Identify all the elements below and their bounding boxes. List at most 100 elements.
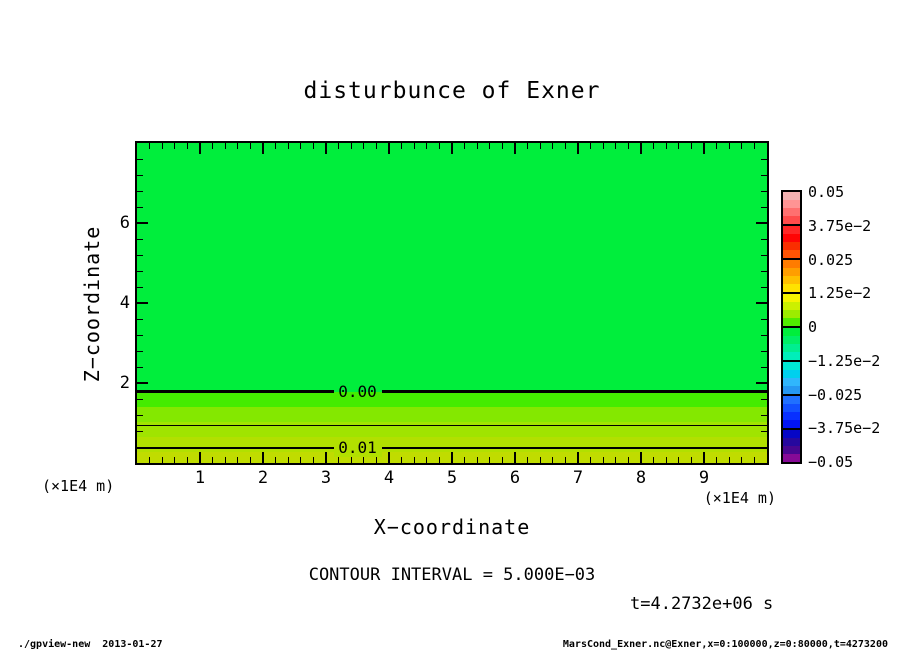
z-major-tick [137,302,148,304]
z-minor-tick [761,430,767,432]
z-minor-tick [761,350,767,352]
z-minor-tick [137,366,143,368]
x-minor-tick [627,143,629,149]
z-major-tick [756,382,767,384]
x-minor-tick [653,457,655,463]
z-minor-tick [137,430,143,432]
contour-fill-band [137,421,767,437]
x-minor-tick [363,143,365,149]
colorbar-tick-label: −1.25e−2 [808,351,881,370]
colorbar-subband [783,404,800,412]
x-minor-tick [653,143,655,149]
colorbar-subband [783,192,800,200]
x-minor-tick [464,457,466,463]
x-minor-tick [716,457,718,463]
z-minor-tick [761,190,767,192]
x-minor-tick [413,457,415,463]
x-minor-tick [249,457,251,463]
colorbar-subband [783,310,800,318]
x-minor-tick [287,143,289,149]
z-minor-tick [137,318,143,320]
x-minor-tick [438,457,440,463]
colorbar-tick-label: 1.25e−2 [808,284,872,303]
x-minor-tick [690,457,692,463]
x-major-tick [640,143,642,154]
colorbar-tick-label: 0.05 [808,183,845,201]
z-tick-label: 6 [119,213,130,233]
x-minor-tick [363,457,365,463]
colorbar-segment [783,394,800,428]
x-minor-tick [161,457,163,463]
x-minor-tick [275,457,277,463]
x-tick-label: 8 [635,468,647,488]
colorbar-tick-label: 3.75e−2 [808,216,872,235]
x-major-tick [388,452,390,463]
x-minor-tick [174,143,176,149]
x-major-tick [703,143,705,154]
z-minor-tick [137,350,143,352]
colorbar-subband [783,208,800,216]
z-minor-tick [137,414,143,416]
colorbar-subband [783,226,800,234]
x-minor-tick [527,143,529,149]
x-minor-tick [161,143,163,149]
x-minor-tick [690,143,692,149]
x-minor-tick [753,143,755,149]
x-minor-tick [590,143,592,149]
z-major-tick [137,382,148,384]
x-minor-tick [602,143,604,149]
colorbar-subband [783,318,800,326]
x-minor-tick [627,457,629,463]
x-minor-tick [149,457,151,463]
x-minor-tick [149,143,151,149]
x-minor-tick [375,457,377,463]
contour-fill-band [137,407,767,422]
x-minor-tick [338,457,340,463]
plot-title: disturbunce of Exner [303,78,601,104]
x-minor-tick [249,143,251,149]
x-minor-tick [426,457,428,463]
x-minor-tick [287,457,289,463]
x-major-tick [514,452,516,463]
x-minor-tick [590,457,592,463]
z-minor-tick [137,270,143,272]
colorbar-tick-label: 0.025 [808,250,854,269]
z-minor-tick [761,366,767,368]
x-minor-tick [539,457,541,463]
contour-fill-band [137,143,767,392]
x-minor-tick [501,457,503,463]
colorbar-subband [783,302,800,310]
contour-line [137,390,767,394]
colorbar-subband [783,344,800,352]
x-major-tick [703,452,705,463]
x-major-tick [388,143,390,154]
colorbar-subband [783,352,800,360]
colorbar-subband [783,420,800,428]
x-minor-tick [338,143,340,149]
contour-line [137,425,767,427]
z-minor-tick [761,318,767,320]
z-minor-tick [137,254,143,256]
x-tick-label: 7 [572,468,584,488]
x-major-tick [325,143,327,154]
x-minor-tick [716,143,718,149]
x-minor-tick [527,457,529,463]
z-minor-tick [761,286,767,288]
z-minor-tick [761,334,767,336]
x-minor-tick [489,457,491,463]
z-minor-tick [137,286,143,288]
z-minor-tick [137,174,143,176]
x-minor-tick [186,457,188,463]
z-major-tick [756,302,767,304]
z-axis-unit-label: (×1E4 m) [42,477,115,495]
x-minor-tick [489,143,491,149]
z-minor-tick [761,238,767,240]
colorbar-subband [783,378,800,386]
contour-line [137,446,767,449]
colorbar-subband [783,370,800,378]
x-tick-label: 3 [320,468,332,488]
colorbar-subband [783,328,800,336]
x-minor-tick [741,457,743,463]
x-minor-tick [552,457,554,463]
x-minor-tick [186,143,188,149]
